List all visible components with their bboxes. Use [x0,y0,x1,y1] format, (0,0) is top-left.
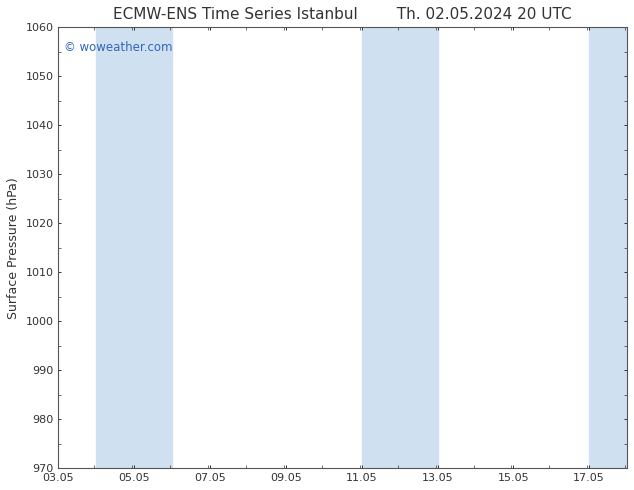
Bar [589,27,627,468]
Y-axis label: Surface Pressure (hPa): Surface Pressure (hPa) [7,177,20,318]
Bar [96,27,134,468]
Bar [362,27,399,468]
Text: © woweather.com: © woweather.com [64,41,172,53]
Bar [399,27,437,468]
Title: ECMW-ENS Time Series Istanbul        Th. 02.05.2024 20 UTC: ECMW-ENS Time Series Istanbul Th. 02.05.… [113,7,572,22]
Bar [134,27,172,468]
